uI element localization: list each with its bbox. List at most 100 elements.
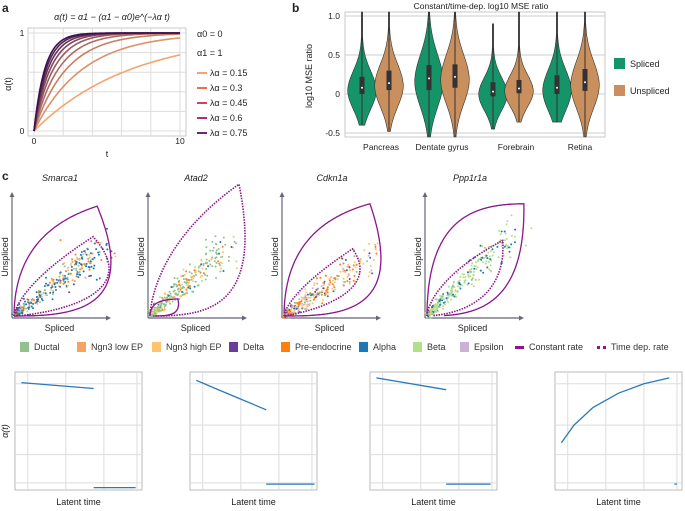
data-point (342, 280, 345, 283)
data-point (334, 277, 337, 279)
data-point (81, 255, 83, 258)
data-point (67, 280, 70, 283)
data-point (177, 280, 180, 283)
data-point (435, 298, 438, 301)
legend-label: Unspliced (630, 86, 670, 96)
data-point (510, 214, 513, 217)
data-point (477, 260, 480, 263)
panel-a-title: α(t) = α1 − (α1 − α0)e^(−λα t) (54, 12, 170, 22)
legend-item: Delta (229, 342, 264, 352)
data-point (458, 282, 461, 285)
data-point (191, 275, 194, 278)
plot-frame (344, 11, 606, 138)
data-point (506, 220, 509, 223)
data-point (499, 239, 502, 242)
data-point (464, 280, 466, 283)
data-point (204, 273, 207, 276)
data-point (169, 302, 172, 305)
data-point (305, 305, 308, 308)
data-point (345, 269, 348, 272)
data-point (444, 303, 446, 306)
data-point (98, 277, 101, 280)
data-point (194, 266, 197, 269)
legend-item: Pre-endocrine (281, 342, 352, 352)
data-point (48, 281, 51, 284)
legend-label: λα = 0.45 (210, 98, 247, 108)
color-swatch (460, 342, 469, 352)
data-point (64, 270, 67, 273)
legend-item: Ductal (20, 342, 60, 352)
data-point (78, 271, 81, 273)
data-point (47, 284, 50, 287)
data-point (72, 267, 75, 270)
y-axis-arrow-icon (9, 192, 15, 197)
plot-frame (369, 371, 498, 491)
data-point (456, 272, 459, 275)
data-point (347, 263, 350, 266)
data-point (228, 255, 230, 258)
data-point (296, 303, 299, 306)
data-point (290, 306, 293, 309)
legend-item: Beta (413, 342, 446, 352)
data-point (97, 253, 100, 256)
data-point (438, 306, 441, 309)
violin-median (454, 75, 456, 78)
x-axis-label: Spliced (181, 323, 211, 333)
data-point (56, 281, 59, 284)
data-point (91, 258, 94, 261)
data-point (336, 274, 339, 277)
data-point (441, 294, 444, 297)
data-point (461, 273, 464, 275)
data-point (310, 293, 313, 296)
violin-median (584, 81, 586, 84)
color-swatch (281, 342, 290, 352)
data-point (477, 258, 480, 261)
data-point (52, 280, 55, 283)
data-point (70, 265, 73, 268)
data-point (514, 241, 516, 244)
data-point (305, 308, 308, 311)
data-point (170, 286, 173, 288)
data-point (510, 235, 513, 238)
data-point (205, 246, 208, 249)
data-point (224, 243, 227, 246)
data-point (209, 263, 212, 266)
data-point (62, 278, 65, 281)
data-point (179, 290, 182, 293)
data-point (493, 251, 495, 254)
data-point (489, 264, 492, 267)
curve-lambda-1.35 (33, 32, 180, 132)
time-dep-rate-curve (149, 182, 246, 317)
violin-median (492, 90, 494, 93)
data-point (220, 267, 223, 270)
y-axis-arrow-icon (279, 192, 285, 197)
data-point (452, 293, 454, 296)
data-point (173, 295, 176, 298)
data-point (163, 296, 166, 299)
data-point (79, 253, 82, 256)
data-point (211, 240, 214, 243)
data-point (215, 251, 217, 254)
data-point (163, 293, 166, 296)
data-point (98, 241, 101, 244)
data-point (459, 275, 462, 278)
data-point (473, 265, 476, 268)
data-point (302, 307, 305, 310)
data-point (497, 256, 500, 259)
data-point (168, 301, 171, 303)
category-label: Dentate gyrus (416, 142, 469, 152)
data-point (219, 270, 222, 273)
data-point (51, 284, 54, 287)
legend-label: λα = 0.75 (210, 128, 247, 138)
legend-label: Spliced (630, 59, 660, 69)
data-point (322, 284, 325, 287)
alpha-line-Atad2 (196, 379, 267, 411)
y-axis-label: α(t) (3, 77, 13, 91)
data-point (303, 301, 306, 304)
data-point (341, 270, 344, 273)
data-point (322, 287, 325, 290)
data-point (28, 302, 31, 305)
data-point (355, 270, 358, 273)
data-point (181, 294, 184, 296)
